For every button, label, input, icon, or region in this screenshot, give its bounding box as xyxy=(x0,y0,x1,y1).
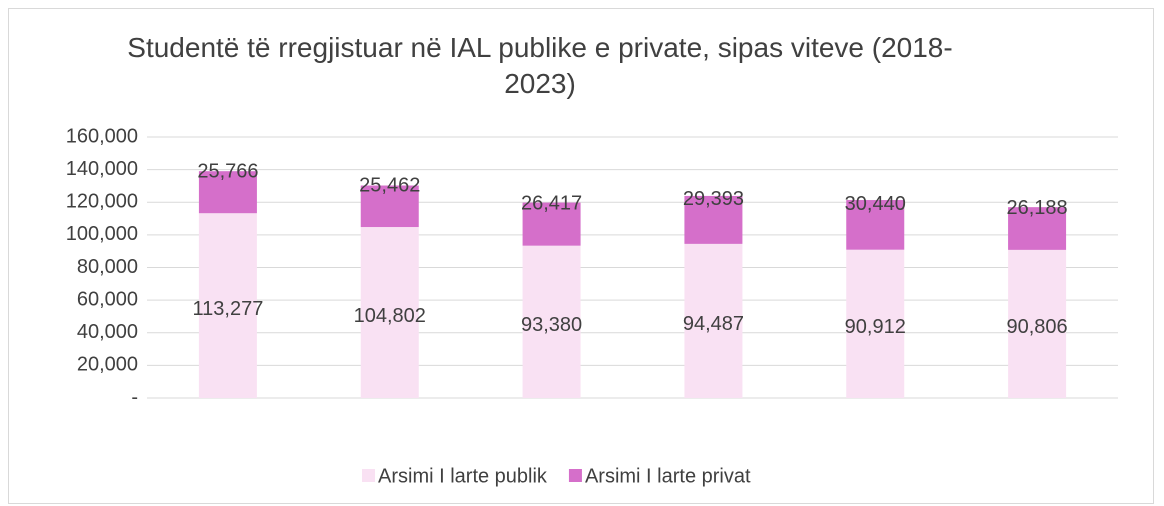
legend-swatch xyxy=(568,469,582,482)
bar-segment xyxy=(198,213,257,398)
chart-frame xyxy=(8,8,1154,504)
data-label: 29,393 xyxy=(683,188,744,210)
data-label: 113,277 xyxy=(193,298,264,320)
y-tick-label: 80,000 xyxy=(77,256,138,278)
bar-segment xyxy=(522,245,581,398)
y-tick-label: 160,000 xyxy=(66,125,138,147)
y-tick-label: 40,000 xyxy=(77,321,138,343)
data-label: 25,766 xyxy=(197,160,258,182)
y-tick-label: 100,000 xyxy=(66,223,138,245)
legend-swatch xyxy=(362,469,375,482)
data-label: 30,440 xyxy=(845,193,906,215)
bar-segment xyxy=(684,195,743,244)
data-label: 104,802 xyxy=(354,305,426,327)
bar-segment xyxy=(522,202,581,246)
bar-segment xyxy=(360,185,419,228)
y-tick-label: 120,000 xyxy=(66,191,138,213)
chart-title: Studentë të rregjistuar në IAL publike e… xyxy=(127,32,953,99)
data-label: 93,380 xyxy=(521,314,582,336)
bar-segment xyxy=(360,227,419,398)
bar-segment xyxy=(1008,249,1067,398)
data-label: 90,806 xyxy=(1006,316,1067,338)
bar-segment xyxy=(846,249,905,398)
data-label: 25,462 xyxy=(359,175,420,197)
legend-label: Arsimi I larte publik xyxy=(378,465,548,487)
legend-label: Arsimi I larte privat xyxy=(585,465,751,487)
data-label: 26,188 xyxy=(1006,197,1067,219)
y-tick-label: - xyxy=(131,386,138,408)
bar-segment xyxy=(198,171,257,214)
data-label: 90,912 xyxy=(845,316,906,338)
y-tick-label: 20,000 xyxy=(77,354,138,376)
bar-segment xyxy=(684,243,743,398)
y-tick-label: 60,000 xyxy=(77,288,138,310)
data-label: 26,417 xyxy=(521,192,582,214)
y-tick-label: 140,000 xyxy=(66,158,138,180)
bar-segment xyxy=(1008,207,1067,250)
bar-segment xyxy=(846,200,905,250)
data-label: 94,487 xyxy=(683,313,744,335)
